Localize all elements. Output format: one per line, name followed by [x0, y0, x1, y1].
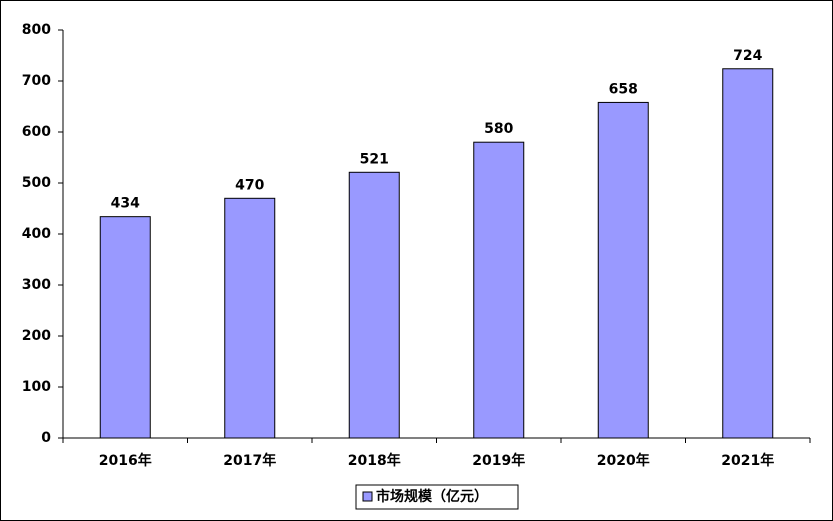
x-tick-label: 2017年	[223, 452, 276, 469]
y-tick-label: 400	[22, 226, 51, 242]
legend-label: 市场规模（亿元）	[376, 488, 488, 505]
bar	[224, 197, 276, 439]
y-tick-label: 600	[22, 124, 51, 140]
y-tick-label: 0	[41, 430, 51, 446]
y-tick-label: 200	[22, 328, 51, 344]
y-tick-label: 100	[22, 379, 51, 395]
data-label: 434	[111, 196, 140, 212]
x-tick-label: 2018年	[348, 452, 401, 469]
y-tick-label: 500	[22, 175, 51, 191]
y-tick-label: 700	[22, 73, 51, 89]
data-label: 580	[484, 121, 513, 137]
legend-swatch	[362, 491, 373, 502]
bar	[473, 141, 525, 439]
data-label: 724	[733, 48, 762, 64]
x-tick-label: 2016年	[99, 452, 152, 469]
bar	[722, 68, 774, 439]
bar	[99, 216, 151, 439]
x-tick-label: 2021年	[721, 452, 774, 469]
legend-box	[355, 484, 519, 510]
y-tick-label: 800	[22, 22, 51, 38]
data-label: 658	[609, 81, 638, 97]
bar	[348, 171, 400, 439]
data-label: 521	[360, 151, 389, 167]
x-tick-label: 2019年	[472, 452, 525, 469]
data-label: 470	[235, 177, 264, 193]
bar	[597, 101, 649, 439]
x-tick-label: 2020年	[597, 452, 650, 469]
y-tick-label: 300	[22, 277, 51, 293]
